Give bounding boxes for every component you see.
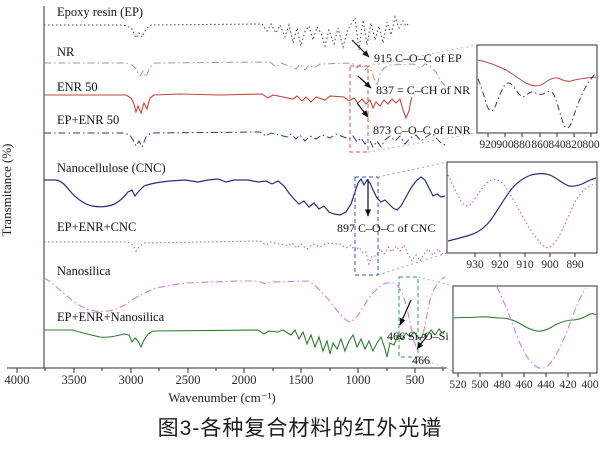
x-axis-tick-labels: 4000 3500 3000 2500 2000 1500 1000 500	[5, 373, 425, 387]
zoom-box-blue-897	[354, 176, 379, 276]
inset-bottom-tick-labels: 520 500 480 460 440 420 400	[449, 379, 599, 391]
inset-top-enr-curve	[477, 59, 597, 87]
trace-labels: Epoxy resin (EP) NR ENR 50 EP+ENR 50 Nan…	[57, 5, 166, 324]
x-tick-2500: 2500	[176, 373, 201, 387]
x-tick-3000: 3000	[119, 373, 144, 387]
y-axis-title: Transmitance (%)	[0, 143, 14, 236]
annotation-texts: 915 C–O–C of EP 837 = C–CH of NR 873 C–O…	[337, 51, 471, 367]
arrow-466-lower	[416, 335, 428, 350]
main-axes	[7, 6, 447, 373]
trace-ep-enr-nanosilica	[44, 328, 446, 358]
svg-text:910: 910	[516, 259, 534, 271]
inset-middle-tick-labels: 930 920 910 900 890	[466, 259, 584, 271]
figure-caption: 图3-各种复合材料的红外光谱	[157, 417, 443, 440]
inset-bottom-nanosilica-curve	[496, 286, 587, 369]
annotation-915: 915 C–O–C of EP	[374, 51, 462, 65]
inset-bottom-curves	[453, 286, 597, 369]
trace-nanocellulose-cnc	[44, 176, 446, 216]
svg-text:800: 800	[582, 139, 600, 151]
inset-bottom-frame	[452, 285, 598, 374]
svg-text:890: 890	[566, 259, 584, 271]
svg-text:900: 900	[541, 259, 559, 271]
svg-text:840: 840	[548, 139, 566, 151]
label-enr-50: ENR 50	[57, 80, 98, 94]
annotation-897: 897 C–O–C of CNC	[337, 221, 435, 235]
arrow-873	[356, 102, 369, 118]
zoom-box-green-466	[398, 276, 419, 358]
inset-bottom: 520 500 480 460 440 420 400	[449, 285, 599, 391]
svg-text:460: 460	[515, 379, 533, 391]
inset-bottom-ticks	[457, 373, 591, 377]
annotation-837: 837 = C–CH of NR	[376, 83, 470, 97]
connector-blue-bottom	[377, 252, 448, 276]
svg-text:400: 400	[581, 379, 599, 391]
x-axis-major-ticks	[16, 368, 416, 373]
inset-middle-ep-enr-cnc-curve	[447, 174, 597, 249]
arrow-466-upper	[399, 299, 412, 326]
svg-text:930: 930	[466, 259, 484, 271]
inset-middle: 930 920 910 900 890	[446, 161, 598, 271]
x-tick-500: 500	[406, 373, 425, 387]
spectra-plot: 4000 3500 3000 2500 2000 1500 1000 500 W…	[0, 5, 600, 405]
inset-top-ep-enr-curve	[477, 72, 597, 129]
annotation-arrows	[351, 39, 428, 350]
x-tick-3500: 3500	[62, 373, 87, 387]
svg-text:520: 520	[449, 379, 467, 391]
svg-text:920: 920	[479, 139, 497, 151]
zoom-box-red-915-837	[349, 65, 369, 153]
connector-blue-top	[377, 161, 448, 178]
svg-text:440: 440	[537, 379, 555, 391]
inset-top-frame	[476, 44, 598, 134]
arrow-915	[351, 39, 370, 58]
trace-enr-50	[44, 93, 413, 120]
label-ep-enr-50: EP+ENR 50	[57, 113, 119, 127]
connector-red-top	[367, 44, 478, 67]
svg-text:480: 480	[493, 379, 511, 391]
svg-text:920: 920	[491, 259, 509, 271]
inset-top-curves	[477, 59, 597, 129]
inset-bottom-green-curve	[453, 313, 597, 332]
x-tick-4000: 4000	[5, 373, 30, 387]
label-ep-enr-cnc: EP+ENR+CNC	[57, 220, 136, 234]
trace-nr	[44, 61, 446, 88]
x-tick-1500: 1500	[289, 373, 314, 387]
svg-text:500: 500	[471, 379, 489, 391]
x-axis-minor-ticks	[44, 368, 444, 371]
svg-text:880: 880	[513, 139, 531, 151]
svg-text:860: 860	[531, 139, 549, 151]
spectra-traces	[43, 15, 446, 358]
trace-ep-enr-50	[44, 131, 446, 149]
svg-text:820: 820	[565, 139, 583, 151]
annotation-873: 873 C–O–C of ENR	[373, 123, 471, 137]
inset-connectors	[367, 44, 478, 372]
svg-text:420: 420	[559, 379, 577, 391]
label-nr: NR	[57, 45, 75, 59]
annotation-466-si-o-si: 466 Si–O–Si	[387, 329, 449, 343]
x-tick-2000: 2000	[232, 373, 257, 387]
connector-green-bottom	[417, 356, 454, 372]
inset-middle-curves	[447, 173, 597, 249]
trace-ep-enr-cnc	[44, 240, 446, 266]
label-ep-enr-nanosilica: EP+ENR+Nanosilica	[57, 310, 165, 324]
inset-middle-frame	[446, 161, 598, 254]
inset-top-ticks	[487, 133, 592, 137]
inset-middle-ticks	[474, 253, 576, 257]
arrow-837	[357, 75, 372, 89]
connector-red-bottom	[367, 132, 478, 153]
x-axis-title: Wavenumber (cm⁻¹)	[168, 390, 276, 405]
x-tick-1000: 1000	[346, 373, 371, 387]
annotation-466-second: 466	[412, 353, 430, 367]
label-nanocellulose-cnc: Nanocellulose (CNC)	[57, 161, 166, 175]
connector-green-top	[417, 276, 454, 287]
inset-middle-cnc-curve	[447, 173, 597, 242]
zoom-boxes	[349, 65, 419, 358]
inset-top-tick-labels: 920 900 880 860 840 820 800	[479, 139, 600, 151]
trace-epoxy-resin-ep	[44, 15, 409, 51]
svg-text:900: 900	[496, 139, 514, 151]
inset-top: 920 900 880 860 840 820 800	[476, 44, 600, 151]
label-nanosilica: Nanosilica	[57, 264, 111, 278]
label-epoxy-resin-ep: Epoxy resin (EP)	[57, 5, 143, 19]
